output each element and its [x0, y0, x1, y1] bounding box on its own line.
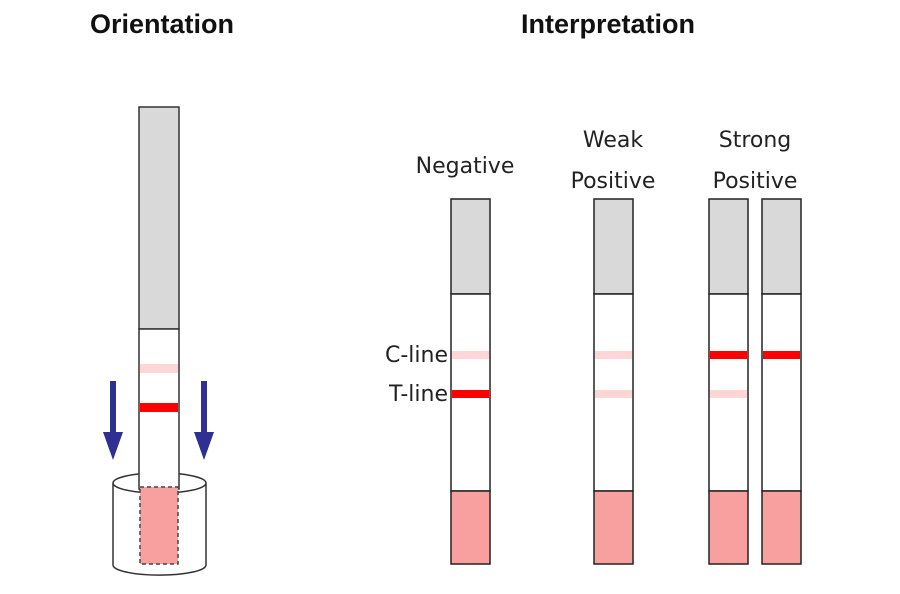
test-strip [761, 198, 802, 565]
sample-pad [708, 490, 749, 565]
t-line-mark [710, 390, 747, 398]
strong-positive-label-2: Positive [713, 169, 798, 194]
strip-handle [138, 106, 180, 330]
t-line-mark [452, 390, 489, 398]
strip-handle [761, 198, 802, 295]
strip-handle [450, 198, 491, 295]
sample-pad [593, 490, 634, 565]
sample-pad [450, 490, 491, 565]
orientation-illustration [103, 106, 214, 576]
interpretation-title: Interpretation [521, 9, 695, 39]
c-line-mark [595, 351, 632, 359]
negative-label: Negative [416, 154, 515, 179]
arrow-down-icon [194, 381, 214, 460]
c-line-mark [452, 351, 489, 359]
t-line-mark [140, 403, 178, 412]
c-line-mark [710, 351, 747, 359]
test-strip [450, 198, 491, 565]
t-line-mark [595, 390, 632, 398]
sample-pad [761, 490, 802, 565]
t-line-label: T-line [388, 382, 448, 407]
submerged-sample-pad [139, 486, 179, 565]
orientation-title: Orientation [90, 9, 234, 39]
strong-positive-label-1: Strong [719, 128, 792, 153]
strip-handle [593, 198, 634, 295]
c-line-label: C-line [385, 343, 448, 368]
c-line-mark [140, 364, 178, 373]
c-line-mark [763, 351, 800, 359]
weak-positive-label-2: Positive [571, 169, 656, 194]
test-strip [593, 198, 634, 565]
strip-window [761, 293, 802, 492]
test-strip [708, 198, 749, 565]
arrow-down-icon [103, 381, 123, 460]
weak-positive-label-1: Weak [583, 128, 643, 153]
interpretation-strips [450, 198, 802, 565]
strip-handle [708, 198, 749, 295]
